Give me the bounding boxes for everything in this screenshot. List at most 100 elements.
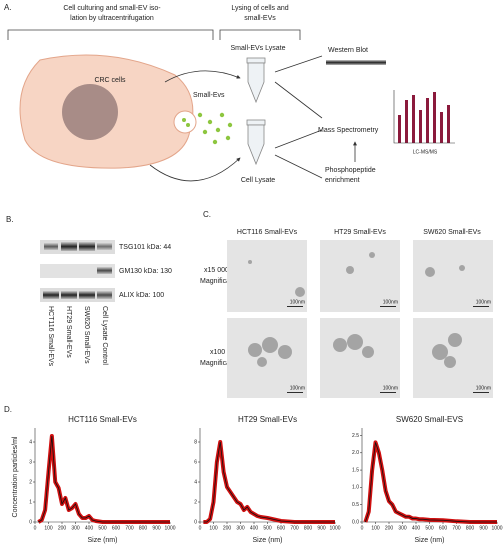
- x-tick-label: 900: [479, 525, 488, 531]
- lane: HCT116 Small-EVs: [47, 306, 54, 367]
- x-tick-label: 800: [304, 525, 313, 531]
- y-tick-label: 4: [29, 439, 32, 445]
- x-tick-label: 600: [277, 525, 286, 531]
- x-tick-label: 700: [452, 525, 461, 531]
- method: enrichment: [325, 177, 360, 184]
- x-tick-label: 500: [425, 525, 434, 531]
- protein: TSG101 kDa: 44: [119, 244, 171, 251]
- scale-label: 100nm: [476, 299, 491, 305]
- vesicle: [173, 110, 197, 134]
- method: Phosphopeptide: [325, 167, 376, 174]
- blot-strip: [326, 60, 386, 65]
- header: Cell culturing and small-EV iso-: [63, 5, 161, 12]
- x-tick-label: 300: [71, 525, 80, 531]
- tube-label: Cell Lysate: [241, 177, 275, 184]
- curve-band: [363, 440, 497, 524]
- x-tick-label: 100: [209, 525, 218, 531]
- y-tick-label: 1.5: [352, 467, 359, 473]
- row-label: x100 000: [210, 349, 239, 356]
- lane: SW620 Small-EVs: [83, 306, 90, 364]
- x-tick-label: 800: [139, 525, 148, 531]
- curve: [203, 441, 335, 523]
- x-tick-label: 0: [361, 525, 364, 531]
- protein: GM130 kDa: 130: [119, 268, 172, 275]
- curve-band: [37, 434, 170, 524]
- row-label: Magnification: [200, 360, 241, 367]
- y-tick-label: 2: [29, 479, 32, 485]
- y-tick-label: 0: [194, 519, 197, 525]
- x-tick-label: 1000: [164, 525, 175, 531]
- x-tick-label: 400: [85, 525, 94, 531]
- header: lation by ultracentrifugation: [70, 15, 154, 22]
- row-label: x15 000: [204, 267, 229, 274]
- x-axis-label: Size (nm): [253, 537, 283, 544]
- scale-label: 100nm: [476, 385, 491, 391]
- x-tick-label: 100: [371, 525, 380, 531]
- panel-label: C.: [203, 210, 211, 219]
- scale-label: 100nm: [383, 385, 398, 391]
- arrow: [164, 70, 241, 83]
- x-axis-label: Size (nm): [415, 537, 445, 544]
- y-tick-label: 0.0: [352, 519, 359, 525]
- panel-label: B.: [6, 215, 14, 224]
- y-tick-label: 2.0: [352, 450, 359, 456]
- x-tick-label: 800: [466, 525, 475, 531]
- x-tick-label: 100: [44, 525, 53, 531]
- arrow: [274, 55, 355, 179]
- x-tick-label: 300: [398, 525, 407, 531]
- y-tick-label: 0: [29, 519, 32, 525]
- method: Mass Spectrometry: [318, 127, 379, 134]
- row-label: Magnification: [200, 278, 241, 285]
- cell-label: CRC cells: [94, 77, 126, 84]
- lane: HT29 Small-EVs: [65, 306, 72, 358]
- scale-label: 100nm: [290, 299, 305, 305]
- curve-band: [203, 440, 335, 524]
- x-tick-label: 700: [125, 525, 134, 531]
- chart-title: SW620 Small-EVS: [396, 415, 463, 424]
- ms-bars: [398, 92, 450, 143]
- x-tick-label: 200: [385, 525, 394, 531]
- x-tick-label: 500: [98, 525, 107, 531]
- y-tick-label: 2: [194, 499, 197, 505]
- header: Lysing of cells and: [231, 5, 288, 12]
- x-tick-label: 1000: [491, 525, 502, 531]
- column-title: SW620 Small-EVs: [423, 229, 481, 236]
- y-tick-label: 1.0: [352, 485, 359, 491]
- column-title: HT29 Small-EVs: [334, 229, 386, 236]
- panel-label: D.: [4, 405, 12, 414]
- y-tick-label: 1: [29, 499, 32, 505]
- tem-images: [227, 240, 493, 398]
- x-tick-label: 200: [223, 525, 232, 531]
- curve: [38, 435, 170, 523]
- scale-bars: [287, 306, 489, 393]
- y-tick-label: 8: [194, 439, 197, 445]
- x-tick-label: 0: [34, 525, 37, 531]
- method: Western Blot: [328, 47, 368, 54]
- scale-label: 100nm: [383, 299, 398, 305]
- blot: [40, 240, 115, 302]
- x-tick-label: 200: [58, 525, 67, 531]
- y-tick-label: 0.5: [352, 502, 359, 508]
- ms-label: LC-MS/MS: [413, 149, 438, 155]
- curve: [364, 442, 497, 523]
- nucleus: [62, 84, 118, 140]
- x-tick-label: 500: [263, 525, 272, 531]
- x-tick-label: 400: [412, 525, 421, 531]
- x-tick-label: 900: [152, 525, 161, 531]
- x-tick-label: 600: [439, 525, 448, 531]
- y-tick-label: 6: [194, 459, 197, 465]
- x-tick-label: 700: [290, 525, 299, 531]
- x-tick-label: 900: [317, 525, 326, 531]
- evs-label: Small-Evs: [193, 92, 225, 99]
- bracket: [7, 29, 301, 40]
- x-tick-label: 0: [199, 525, 202, 531]
- ms-axis: [393, 90, 455, 144]
- tubes: [246, 57, 266, 166]
- y-tick-label: 2.5: [352, 433, 359, 439]
- y-tick-label: 4: [194, 479, 197, 485]
- y-axis-label: Concentration particles/ml: [12, 436, 19, 517]
- x-tick-label: 400: [250, 525, 259, 531]
- chart-title: HCT116 Small-EVs: [68, 415, 137, 424]
- x-tick-label: 300: [236, 525, 245, 531]
- evs: [182, 112, 233, 145]
